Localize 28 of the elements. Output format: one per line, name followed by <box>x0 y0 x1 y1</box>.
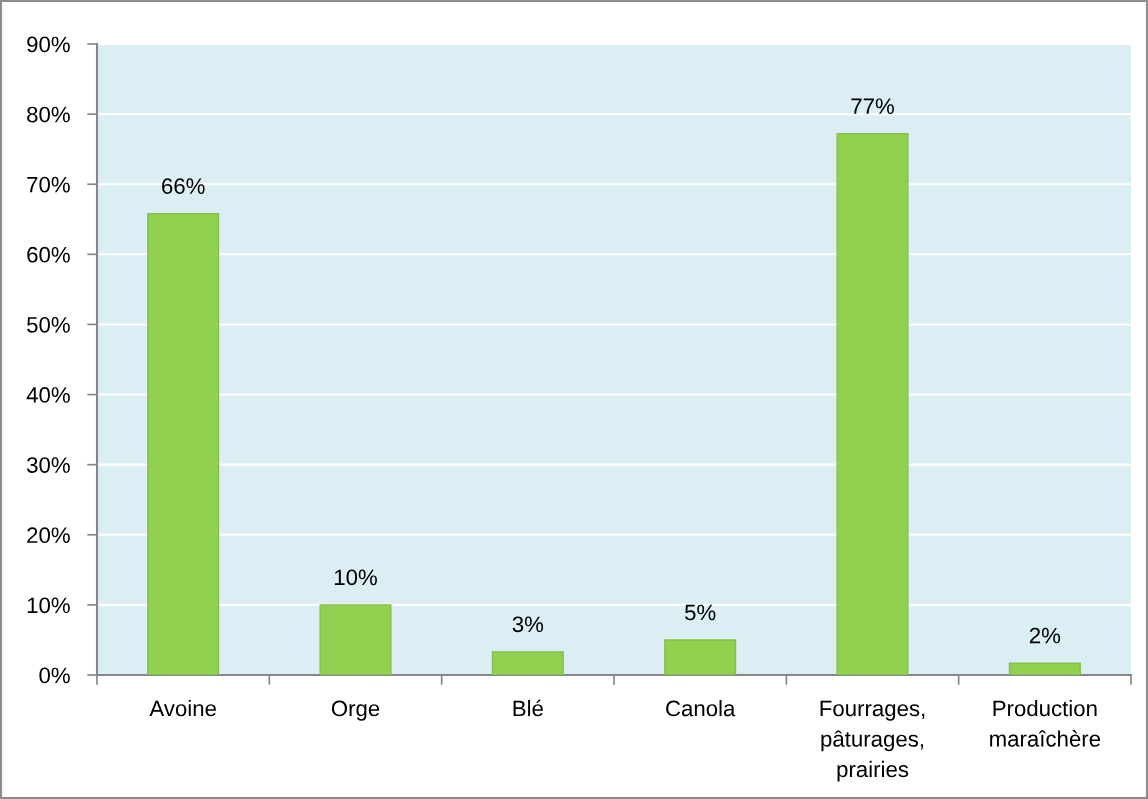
data-label: 10% <box>334 569 377 586</box>
data-label: 3% <box>512 616 544 633</box>
bar <box>147 212 220 675</box>
y-tick-label: 0% <box>39 667 70 684</box>
y-tick-label: 70% <box>27 176 70 193</box>
x-tick-label: Canola <box>666 700 736 717</box>
x-tick-label: Orge <box>331 700 380 721</box>
y-tick-label: 90% <box>27 36 70 53</box>
y-tick-label: 10% <box>27 597 70 614</box>
bar <box>491 651 564 675</box>
y-tick-label: 30% <box>26 457 70 473</box>
data-label: 66% <box>162 178 205 194</box>
bar <box>1008 662 1081 675</box>
data-label: 77% <box>851 98 894 114</box>
x-tick-label: Blé <box>513 699 543 717</box>
y-tick-label: 60% <box>27 246 70 263</box>
y-tick-label: 40% <box>26 387 70 403</box>
x-tick-label: Avoine <box>149 700 216 717</box>
x-tick-label: Production maraîchère <box>990 700 1101 747</box>
data-label: 5% <box>685 604 716 621</box>
y-tick-label: 50% <box>27 316 70 333</box>
bar <box>664 639 737 675</box>
x-tick-label: Fourrages, pâturages, prairies <box>820 700 925 782</box>
bar <box>319 604 392 675</box>
y-tick-label: 80% <box>27 106 70 123</box>
bar <box>836 133 909 675</box>
data-label: 2% <box>1029 627 1061 644</box>
y-tick-label: 20% <box>27 527 70 544</box>
